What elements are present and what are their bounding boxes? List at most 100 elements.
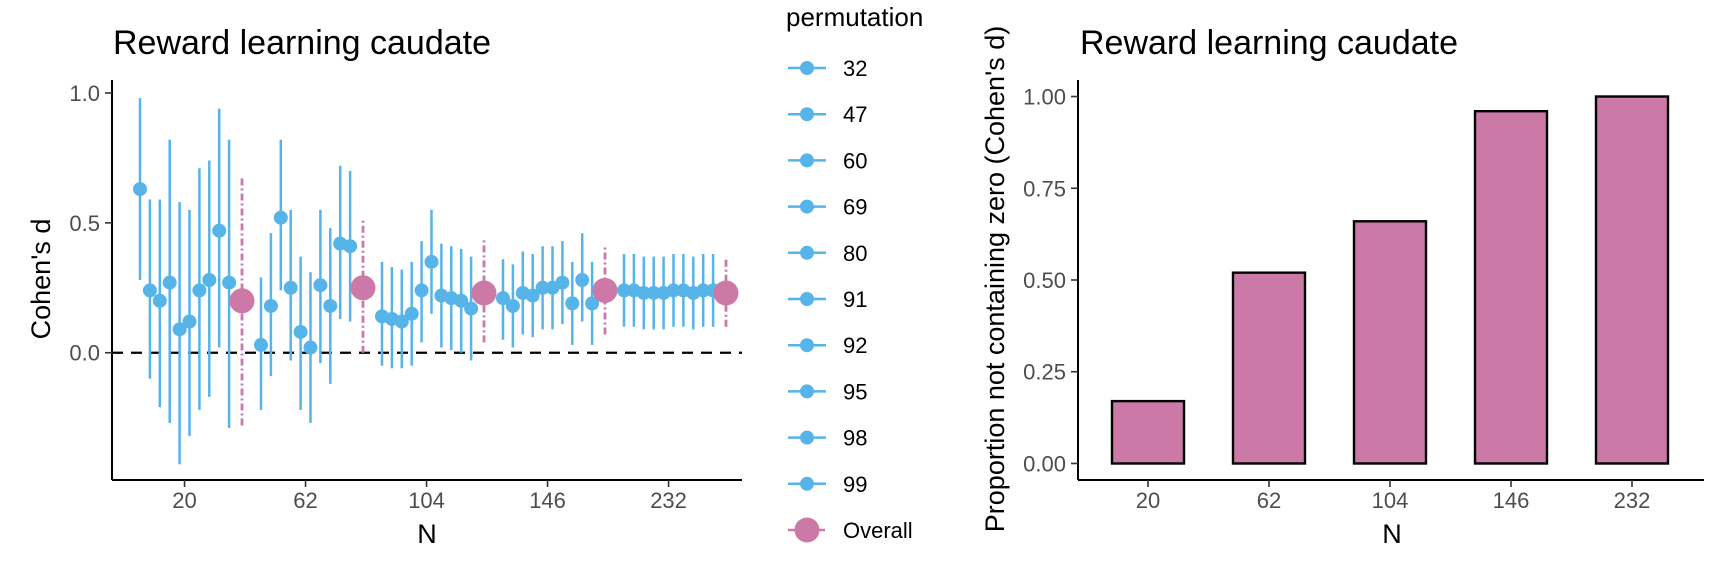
perm-91-point-104 [424, 254, 439, 269]
left-x-ticks: 20 62 104 146 232 [172, 480, 687, 513]
legend-label-69: 69 [843, 195, 867, 220]
perm-95-point-146 [565, 296, 580, 311]
y-tick-label: 0.75 [1023, 176, 1066, 201]
right-x-ticks: 20 62 104 146 232 [1136, 480, 1651, 513]
perm-69-point-20 [162, 275, 177, 290]
perm-80-point-20 [172, 322, 187, 337]
legend-key-point-69 [800, 199, 814, 214]
legend-label-Overall: Overall [843, 518, 913, 543]
overall-point-20 [229, 288, 255, 314]
perm-32-point-62 [254, 337, 268, 352]
x-tick-label: 62 [293, 488, 317, 513]
right-plot-area [1110, 95, 1670, 465]
right-chart-title: Reward learning caudate [1080, 24, 1458, 62]
y-tick-label: 0.00 [1023, 451, 1066, 476]
perm-99-point-20 [222, 275, 237, 290]
perm-47-point-62 [263, 298, 278, 313]
perm-95-point-62 [323, 298, 338, 313]
bar-20 [1110, 399, 1186, 465]
x-tick-label: 146 [529, 488, 566, 513]
legend-key-point-98 [800, 430, 814, 445]
left-y-axis-title: Cohen's d [26, 219, 56, 340]
perm-95-point-20 [202, 273, 217, 287]
x-tick-label: 104 [1372, 488, 1409, 513]
y-tick-label: 0.50 [1023, 268, 1066, 293]
y-tick-label: 0.25 [1023, 360, 1066, 385]
legend-key-point-99 [800, 476, 814, 491]
perm-60-point-20 [152, 293, 167, 308]
x-tick-label: 232 [1614, 488, 1651, 513]
overall-point-62 [350, 275, 376, 301]
overall-point-146 [592, 277, 618, 303]
legend-key-point-Overall [794, 517, 820, 543]
perm-47-point-146 [505, 298, 520, 313]
perm-98-point-20 [212, 223, 227, 238]
perm-98-point-104 [454, 293, 469, 308]
perm-99-point-62 [343, 239, 358, 254]
bar-104 [1352, 220, 1428, 465]
bar-232 [1594, 95, 1670, 465]
x-tick-label: 146 [1493, 488, 1530, 513]
legend-label-91: 91 [843, 287, 867, 312]
x-tick-label: 20 [1136, 488, 1160, 513]
perm-98-point-232 [696, 283, 711, 298]
effect-size-panel: Reward learning caudate 0.0 0.5 1.0 20 62 10… [26, 24, 742, 549]
perm-99-point-146 [585, 296, 600, 311]
overall-point-232 [713, 280, 739, 306]
perm-92-point-146 [555, 275, 570, 290]
legend-label-60: 60 [843, 148, 867, 173]
legend-label-98: 98 [843, 426, 867, 451]
legend-key-point-60 [800, 153, 814, 168]
right-y-axis-title: Proportion not containing zero (Cohen's … [980, 26, 1010, 532]
legend-label-47: 47 [843, 102, 867, 127]
bar-62 [1231, 271, 1307, 465]
x-tick-label: 104 [408, 488, 445, 513]
perm-91-point-232 [666, 283, 681, 298]
perm-69-point-232 [646, 285, 661, 300]
perm-60-point-62 [273, 210, 288, 225]
perm-69-point-104 [404, 306, 419, 321]
legend-label-80: 80 [843, 241, 867, 266]
x-tick-label: 232 [650, 488, 687, 513]
proportion-panel: Reward learning caudate 0.00 0.25 0.50 0.75… [980, 24, 1704, 549]
perm-92-point-62 [313, 278, 328, 293]
permutation-legend: permutation 32 47 60 69 80 91 92 95 98 99 Overall [786, 2, 923, 543]
legend-label-95: 95 [843, 379, 867, 404]
legend-label-92: 92 [843, 333, 867, 358]
x-tick-label: 62 [1257, 488, 1281, 513]
y-tick-label: 0.5 [69, 211, 100, 236]
legend-label-99: 99 [843, 472, 867, 497]
legend-label-32: 32 [843, 56, 867, 81]
perm-80-point-104 [414, 283, 429, 298]
overall-point-104 [471, 280, 497, 306]
bar-146 [1473, 109, 1549, 465]
legend-key-point-91 [800, 292, 814, 306]
right-x-axis-title: N [1382, 519, 1402, 549]
perm-69-point-62 [283, 280, 298, 295]
right-y-ticks: 0.00 0.25 0.50 0.75 1.00 [1023, 85, 1078, 476]
perm-60-point-104 [394, 314, 409, 329]
y-tick-label: 1.00 [1023, 85, 1066, 110]
x-tick-label: 20 [172, 488, 196, 513]
legend-key-point-95 [800, 384, 814, 399]
legend-items: 32 47 60 69 80 91 92 95 98 99 Overall [788, 56, 913, 543]
perm-92-point-20 [192, 283, 207, 298]
perm-32-point-20 [133, 182, 147, 197]
perm-98-point-146 [575, 273, 590, 287]
perm-60-point-232 [636, 285, 651, 300]
perm-99-point-104 [464, 301, 479, 316]
perm-80-point-62 [293, 324, 308, 339]
left-plot-area [112, 98, 742, 465]
left-y-ticks: 0.0 0.5 1.0 [69, 81, 112, 366]
perm-32-point-232 [617, 283, 631, 298]
perm-80-point-146 [535, 280, 550, 295]
legend-key-point-92 [800, 338, 814, 353]
perm-69-point-146 [525, 288, 540, 303]
perm-91-point-20 [182, 314, 197, 329]
perm-91-point-62 [303, 340, 318, 355]
perm-47-point-20 [142, 283, 157, 298]
y-tick-label: 1.0 [69, 81, 100, 106]
legend-key-point-32 [800, 61, 814, 75]
perm-32-point-146 [496, 291, 510, 306]
